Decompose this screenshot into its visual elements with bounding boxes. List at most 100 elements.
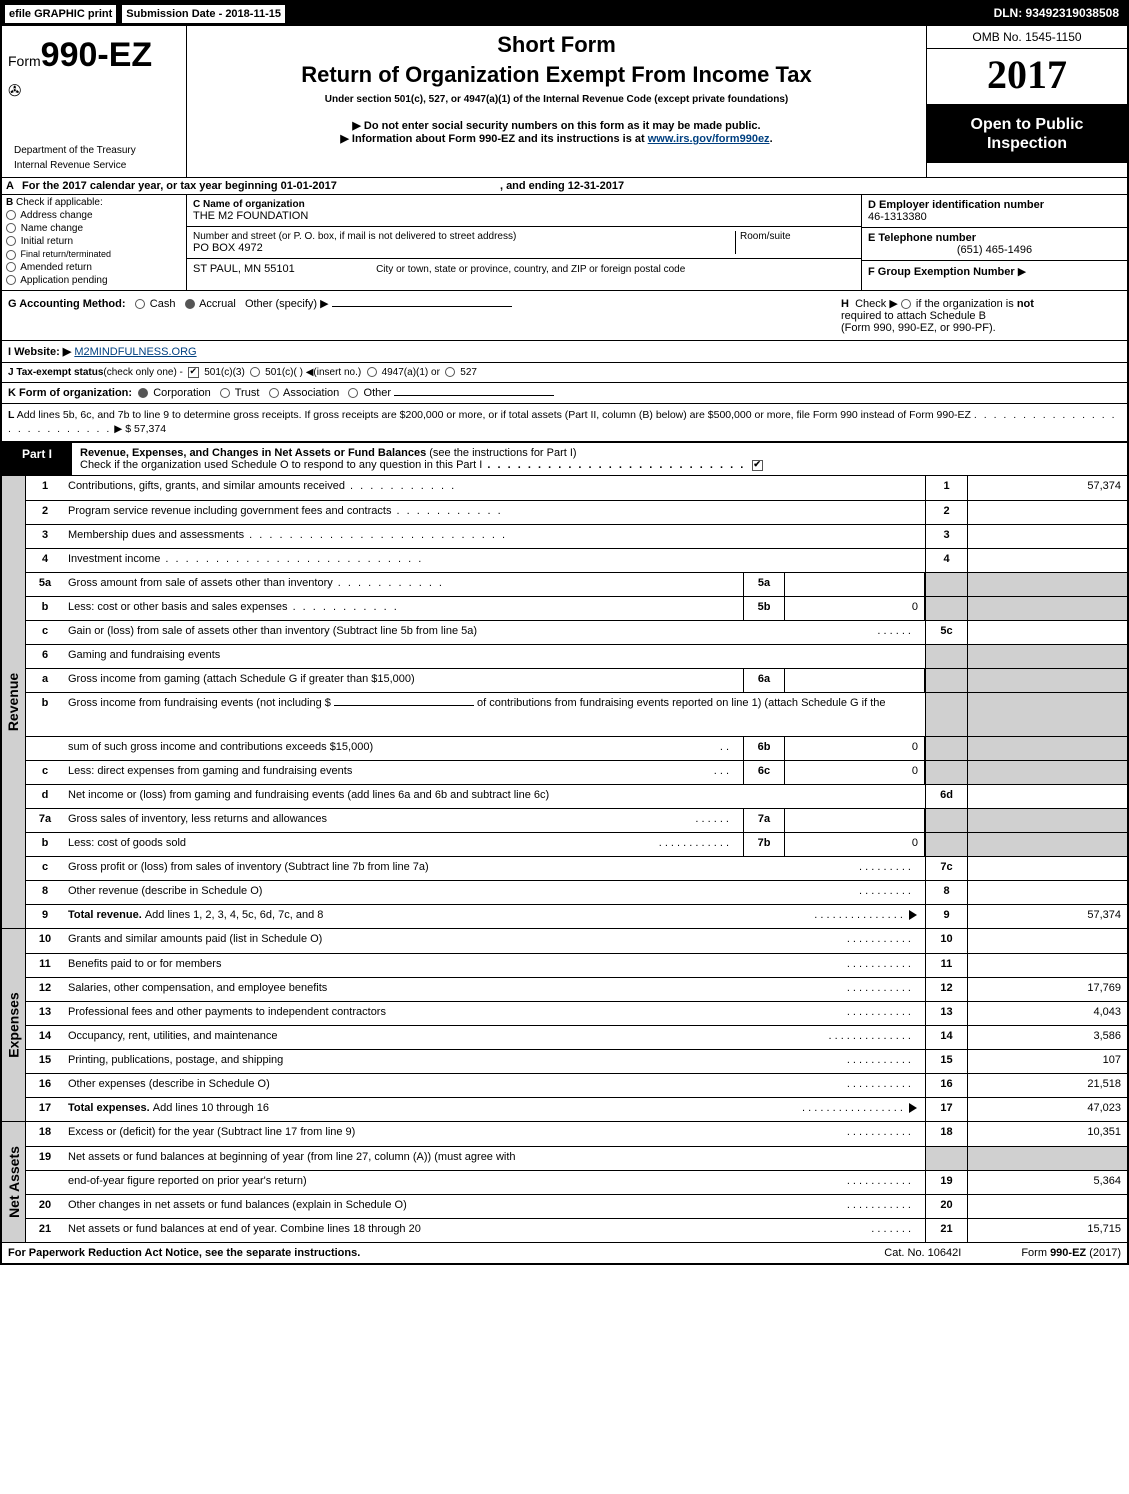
main-title: Return of Organization Exempt From Incom… xyxy=(189,62,924,88)
line-7c-desc: Gross profit or (loss) from sales of inv… xyxy=(68,861,429,873)
submission-date-button[interactable]: Submission Date - 2018-11-15 xyxy=(121,4,286,24)
cal-mid: , and ending xyxy=(500,180,568,192)
dept-treasury: Department of the Treasury xyxy=(8,143,180,158)
form-number-big: 990-EZ xyxy=(41,36,153,75)
line-17-num: 17 xyxy=(26,1098,64,1121)
line-6-val-grey xyxy=(967,645,1127,668)
line-9-box-num: 9 xyxy=(925,905,967,928)
omb-number: OMB No. 1545-1150 xyxy=(927,26,1127,49)
part-i-title-note: (see the instructions for Part I) xyxy=(429,447,576,459)
line-13-val: 4,043 xyxy=(967,1002,1127,1025)
radio-cash[interactable] xyxy=(135,299,145,309)
line-3: 3 Membership dues and assessments 3 xyxy=(26,524,1127,548)
line-18-val: 10,351 xyxy=(967,1122,1127,1146)
chk-initial[interactable]: Initial return xyxy=(6,236,182,247)
line-16-box-num: 16 xyxy=(925,1074,967,1097)
line-7b-num: b xyxy=(26,833,64,856)
line-6b-bot: sum of such gross income and contributio… xyxy=(26,736,1127,760)
line-7a: 7a Gross sales of inventory, less return… xyxy=(26,808,1127,832)
radio-527[interactable] xyxy=(445,367,455,377)
city: ST PAUL, MN 55101 xyxy=(193,263,373,275)
short-form-title: Short Form xyxy=(189,32,924,58)
line-17-desc: Add lines 10 through 16 xyxy=(153,1102,269,1114)
label-a: A xyxy=(2,178,18,194)
line-13-box-num: 13 xyxy=(925,1002,967,1025)
g-label: G Accounting Method: xyxy=(8,298,126,310)
topbar: efile GRAPHIC print Submission Date - 20… xyxy=(2,2,1127,26)
line-6b-mini-val: 0 xyxy=(785,737,925,760)
phone: (651) 465-1496 xyxy=(868,244,1121,256)
line-6a-val-grey xyxy=(967,669,1127,692)
line-6a-mini-val xyxy=(785,669,925,692)
line-6b-input[interactable] xyxy=(334,705,474,706)
line-6a-num: a xyxy=(26,669,64,692)
line-6b-desc2: of contributions from fundraising events… xyxy=(477,697,885,709)
line-2-num: 2 xyxy=(26,501,64,524)
chk-address-change[interactable]: Address change xyxy=(6,210,182,221)
line-4-box-num: 4 xyxy=(925,549,967,572)
line-18: 18 Excess or (deficit) for the year (Sub… xyxy=(26,1122,1127,1146)
radio-trust[interactable] xyxy=(220,388,230,398)
g-other-input[interactable] xyxy=(332,306,512,307)
line-18-num: 18 xyxy=(26,1122,64,1146)
expenses-section: Expenses 10 Grants and similar amounts p… xyxy=(2,928,1127,1121)
chk-501c3[interactable] xyxy=(188,367,199,378)
room-lbl: Room/suite xyxy=(740,231,855,242)
line-5b: b Less: cost or other basis and sales ex… xyxy=(26,596,1127,620)
irs-link[interactable]: www.irs.gov/form990ez xyxy=(648,133,770,145)
line-6-num: 6 xyxy=(26,645,64,668)
j-label: J Tax-exempt status xyxy=(8,367,103,378)
chk-amended[interactable]: Amended return xyxy=(6,262,182,273)
j-insert: ◀(insert no.) xyxy=(306,367,361,378)
website-link[interactable]: M2MINDFULNESS.ORG xyxy=(74,346,196,358)
info-note-post: . xyxy=(770,133,773,145)
line-5b-mini-num: 5b xyxy=(743,597,785,620)
line-21-box-num: 21 xyxy=(925,1219,967,1242)
line-19-box-num: 19 xyxy=(925,1171,967,1194)
line-21-num: 21 xyxy=(26,1219,64,1242)
efile-print-button[interactable]: efile GRAPHIC print xyxy=(4,4,117,24)
line-5b-box-grey xyxy=(925,597,967,620)
chk-pending[interactable]: Application pending xyxy=(6,275,182,286)
chk-final[interactable]: Final return/terminated xyxy=(6,249,182,260)
radio-accrual[interactable] xyxy=(185,299,195,309)
ssn-note: ▶ Do not enter social security numbers o… xyxy=(189,119,924,132)
street-lbl: Number and street (or P. O. box, if mail… xyxy=(193,231,735,242)
netassets-side-text: Net Assets xyxy=(6,1146,22,1218)
g-cash: Cash xyxy=(150,298,176,310)
radio-corp[interactable] xyxy=(138,388,148,398)
radio-501c[interactable] xyxy=(250,367,260,377)
line-5a-num: 5a xyxy=(26,573,64,596)
line-6a-mini-num: 6a xyxy=(743,669,785,692)
k-other-input[interactable] xyxy=(394,395,554,396)
ein: 46-1313380 xyxy=(868,211,1121,223)
line-6d-box-num: 6d xyxy=(925,785,967,808)
line-9-desc: Add lines 1, 2, 3, 4, 5c, 6d, 7c, and 8 xyxy=(145,909,324,921)
info-note-pre: ▶ Information about Form 990-EZ and its … xyxy=(340,133,647,145)
expenses-side-text: Expenses xyxy=(6,992,22,1057)
seal-icon: ✇ xyxy=(8,81,180,101)
line-6c-box-grey xyxy=(925,761,967,784)
line-6d-val xyxy=(967,785,1127,808)
line-7a-mini-num: 7a xyxy=(743,809,785,832)
radio-assoc[interactable] xyxy=(269,388,279,398)
radio-4947[interactable] xyxy=(367,367,377,377)
line-12-val: 17,769 xyxy=(967,978,1127,1001)
radio-other[interactable] xyxy=(348,388,358,398)
line-20-num: 20 xyxy=(26,1195,64,1218)
h-chk-box[interactable] xyxy=(901,299,911,309)
line-19-val: 5,364 xyxy=(967,1171,1127,1194)
line-18-desc: Excess or (deficit) for the year (Subtra… xyxy=(68,1126,355,1138)
chk-name-change[interactable]: Name change xyxy=(6,223,182,234)
line-14-val: 3,586 xyxy=(967,1026,1127,1049)
line-7b-mini-val: 0 xyxy=(785,833,925,856)
netassets-section: Net Assets 18 Excess or (deficit) for th… xyxy=(2,1121,1127,1242)
line-5b-val-grey xyxy=(967,597,1127,620)
part-i-chk[interactable] xyxy=(752,460,763,471)
j-note: (check only one) - xyxy=(103,367,182,378)
chk-name-change-lbl: Name change xyxy=(21,223,83,234)
chk-address-change-lbl: Address change xyxy=(20,210,92,221)
dept-irs: Internal Revenue Service xyxy=(8,158,180,173)
j-527: 527 xyxy=(460,367,477,378)
line-6b-desc3: sum of such gross income and contributio… xyxy=(68,741,373,753)
